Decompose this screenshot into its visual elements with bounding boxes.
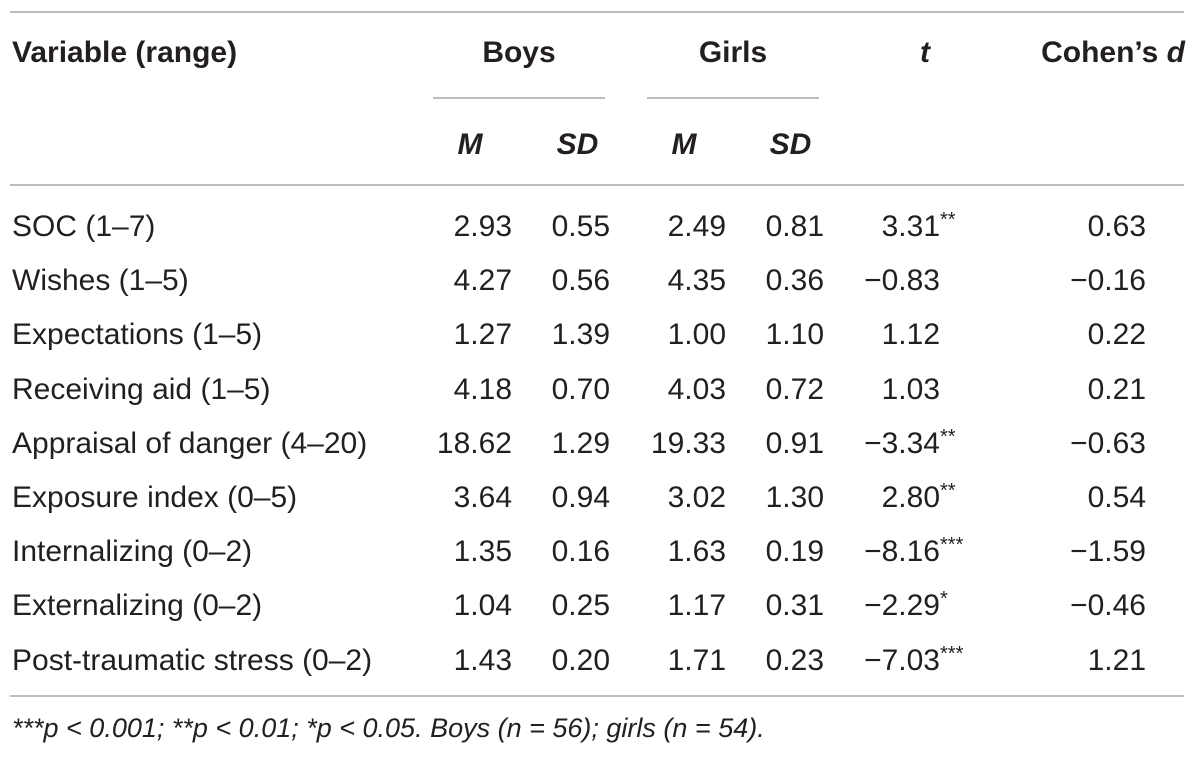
- row-variable: Internalizing (0–2): [12, 535, 253, 568]
- row-boys-mean: 1.35: [453, 535, 512, 568]
- row-girls-sd: 0.23: [765, 644, 824, 677]
- row-t-value: −8.16: [864, 535, 940, 568]
- row-t-value: −7.03: [864, 644, 940, 677]
- boys-group-rule: [433, 97, 605, 99]
- row-variable: Appraisal of danger (4–20): [12, 427, 368, 460]
- row-variable: Externalizing (0–2): [12, 589, 263, 622]
- row-t-value: 3.31: [881, 210, 940, 243]
- row-boys-mean: 1.04: [453, 589, 512, 622]
- row-t-significance: **: [940, 209, 956, 242]
- row-cohens-d: 0.22: [1087, 318, 1146, 351]
- row-t-value: 2.80: [881, 481, 940, 514]
- header-t: t: [920, 36, 930, 69]
- row-girls-mean: 1.17: [667, 589, 726, 622]
- significance-stars: **: [940, 426, 956, 448]
- significance-stars: *: [940, 588, 948, 610]
- header-bottom-rule: [10, 184, 1184, 186]
- row-boys-sd: 0.16: [551, 535, 610, 568]
- row-t-value: 1.12: [881, 318, 940, 351]
- girls-group-rule: [647, 97, 819, 99]
- header-boys-m: M: [457, 128, 483, 161]
- row-boys-mean: 1.43: [453, 644, 512, 677]
- row-girls-sd: 0.72: [765, 373, 824, 406]
- row-boys-sd: 0.56: [551, 264, 610, 297]
- row-girls-sd: 0.81: [765, 210, 824, 243]
- row-cohens-d: 0.21: [1087, 373, 1146, 406]
- row-cohens-d: 0.63: [1087, 210, 1146, 243]
- row-boys-mean: 4.27: [453, 264, 512, 297]
- row-girls-sd: 0.31: [765, 589, 824, 622]
- row-girls-mean: 19.33: [650, 427, 726, 460]
- significance-stars: ***: [940, 643, 964, 665]
- row-girls-sd: 0.19: [765, 535, 824, 568]
- row-girls-sd: 1.30: [765, 481, 824, 514]
- row-t-significance: **: [940, 480, 956, 513]
- row-girls-mean: 1.63: [667, 535, 726, 568]
- header-cohens-d-label: Cohen’s: [1041, 36, 1167, 69]
- row-boys-sd: 0.20: [551, 644, 610, 677]
- row-girls-mean: 2.49: [667, 210, 726, 243]
- header-girls: Girls: [698, 36, 768, 69]
- header-boys-sd: SD: [556, 128, 599, 161]
- header-girls-sd: SD: [769, 128, 812, 161]
- header-boys: Boys: [482, 36, 556, 69]
- row-boys-sd: 1.39: [551, 318, 610, 351]
- header-cohens-d-symbol: d: [1166, 36, 1185, 69]
- row-cohens-d: −0.46: [1070, 589, 1146, 622]
- row-boys-sd: 0.25: [551, 589, 610, 622]
- row-t-significance: ***: [940, 643, 964, 676]
- row-girls-mean: 3.02: [667, 481, 726, 514]
- row-boys-mean: 1.27: [453, 318, 512, 351]
- significance-stars: **: [940, 209, 956, 231]
- row-variable: Post-traumatic stress (0–2): [12, 644, 373, 677]
- row-boys-mean: 2.93: [453, 210, 512, 243]
- row-t-value: −2.29: [864, 589, 940, 622]
- row-boys-mean: 4.18: [453, 373, 512, 406]
- table-bottom-rule: [10, 695, 1184, 697]
- row-girls-sd: 0.91: [765, 427, 824, 460]
- significance-stars: ***: [940, 534, 964, 556]
- row-boys-sd: 0.94: [551, 481, 610, 514]
- row-boys-sd: 0.55: [551, 210, 610, 243]
- header-cohens-d: Cohen’s d: [980, 38, 1185, 68]
- row-girls-mean: 1.00: [667, 318, 726, 351]
- row-variable: Expectations (1–5): [12, 318, 263, 351]
- row-t-significance: **: [940, 426, 956, 459]
- row-variable: SOC (1–7): [12, 210, 156, 243]
- row-girls-mean: 4.35: [667, 264, 726, 297]
- row-boys-mean: 18.62: [436, 427, 512, 460]
- row-variable: Receiving aid (1–5): [12, 373, 271, 406]
- table-footnote: ***p < 0.001; **p < 0.01; *p < 0.05. Boy…: [12, 713, 765, 743]
- row-t-value: 1.03: [881, 373, 940, 406]
- row-t-significance: ***: [940, 534, 964, 567]
- row-girls-sd: 0.36: [765, 264, 824, 297]
- significance-stars: **: [940, 480, 956, 502]
- row-boys-mean: 3.64: [453, 481, 512, 514]
- row-t-value: −0.83: [864, 264, 940, 297]
- row-cohens-d: −0.16: [1070, 264, 1146, 297]
- top-rule: [10, 11, 1184, 13]
- header-girls-m: M: [671, 128, 697, 161]
- header-variable: Variable (range): [12, 36, 238, 69]
- row-boys-sd: 0.70: [551, 373, 610, 406]
- row-variable: Exposure index (0–5): [12, 481, 298, 514]
- row-cohens-d: 0.54: [1087, 481, 1146, 514]
- row-variable: Wishes (1–5): [12, 264, 189, 297]
- row-cohens-d: −0.63: [1070, 427, 1146, 460]
- row-girls-mean: 1.71: [667, 644, 726, 677]
- row-t-value: −3.34: [864, 427, 940, 460]
- row-boys-sd: 1.29: [551, 427, 610, 460]
- row-cohens-d: 1.21: [1087, 644, 1146, 677]
- row-girls-mean: 4.03: [667, 373, 726, 406]
- row-cohens-d: −1.59: [1070, 535, 1146, 568]
- row-girls-sd: 1.10: [765, 318, 824, 351]
- row-t-significance: *: [940, 588, 948, 621]
